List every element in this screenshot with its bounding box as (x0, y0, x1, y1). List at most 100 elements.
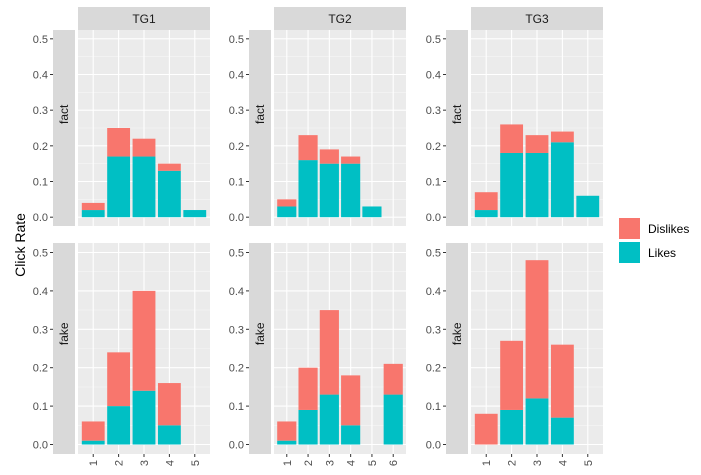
y-tick-label: 0.4 (229, 69, 244, 81)
bar-dislikes-3 (525, 135, 549, 153)
bar-dislikes-1 (474, 192, 498, 211)
bar-likes-3 (525, 152, 549, 218)
y-tick-label: 0.4 (229, 286, 244, 298)
row-strip (53, 30, 75, 226)
bar-likes-2 (500, 409, 524, 445)
y-tick-label: 0.5 (229, 247, 244, 259)
bar-likes-2 (298, 160, 318, 218)
y-tick-label: 0.3 (33, 324, 48, 336)
bar-dislikes-4 (157, 163, 181, 171)
bar-likes-1 (277, 440, 297, 445)
row-strip (249, 30, 271, 226)
bar-likes-2 (298, 409, 318, 445)
y-tick-label: 0.0 (229, 212, 244, 224)
y-tick-label: 0.2 (229, 141, 244, 153)
bar-dislikes-2 (298, 135, 318, 161)
bar-likes-4 (341, 163, 361, 218)
bar-dislikes-4 (341, 375, 361, 426)
bar-dislikes-3 (132, 290, 156, 391)
y-tick-label: 0.2 (426, 363, 441, 375)
bar-likes-4 (550, 417, 574, 445)
y-tick-label: 0.1 (33, 177, 48, 189)
y-tick-label: 0.2 (229, 363, 244, 375)
x-tick-label: 5 (190, 460, 202, 466)
y-tick-label: 0.1 (426, 401, 441, 413)
row-strip (53, 243, 75, 454)
y-tick-label: 0.5 (229, 34, 244, 46)
x-tick-label: 3 (139, 460, 151, 466)
bar-dislikes-4 (550, 131, 574, 143)
x-tick-label: 1 (481, 460, 493, 466)
bar-dislikes-1 (474, 413, 498, 445)
column-strip-label: TG1 (132, 12, 156, 26)
x-tick-label: 3 (324, 460, 336, 466)
row-strip-label: fact (450, 104, 464, 124)
y-tick-label: 0.4 (33, 69, 48, 81)
bar-dislikes-1 (277, 421, 297, 441)
panel-fake-tg1: fake 0.0 0.1 0.2 0.3 0.4 0.5 1 2 3 4 5 (33, 243, 210, 466)
bar-likes-4 (341, 425, 361, 445)
y-tick-label: 0.5 (426, 34, 441, 46)
y-tick-label: 0.0 (426, 440, 441, 452)
bar-dislikes-3 (319, 149, 339, 164)
y-tick-label: 0.5 (426, 247, 441, 259)
bar-dislikes-1 (277, 199, 297, 207)
column-strip (471, 7, 603, 30)
bar-likes-3 (132, 156, 156, 218)
bar-dislikes-3 (132, 138, 156, 157)
bar-dislikes-2 (500, 340, 524, 410)
bar-likes-5 (362, 206, 382, 218)
y-tick-label: 0.4 (33, 286, 48, 298)
bar-dislikes-4 (550, 344, 574, 418)
bar-likes-2 (500, 152, 524, 218)
bar-likes-5 (183, 210, 207, 218)
y-tick-label: 0.2 (426, 141, 441, 153)
x-tick-label: 4 (164, 460, 176, 466)
column-strip (274, 7, 406, 30)
x-tick-label: 2 (507, 460, 519, 466)
bar-dislikes-4 (341, 156, 361, 164)
x-tick-label: 6 (388, 460, 400, 466)
bar-likes-1 (474, 210, 498, 218)
bar-likes-1 (81, 210, 105, 218)
bar-likes-3 (319, 394, 339, 445)
x-tick-label: 1 (88, 460, 100, 466)
bar-likes-4 (157, 170, 181, 218)
row-strip-label: fake (450, 322, 464, 345)
x-tick-label: 2 (114, 460, 126, 466)
legend: Dislikes Likes (619, 218, 689, 263)
panel-fake-tg3: fake 0.0 0.1 0.2 0.3 0.4 0.5 1 2 3 4 5 (426, 243, 603, 466)
row-strip (446, 30, 468, 226)
panel-fact-tg1: fact TG1 0.0 0.1 0.2 0.3 0.4 0.5 (33, 7, 210, 226)
bar-dislikes-3 (525, 260, 549, 399)
bar-dislikes-2 (298, 367, 318, 410)
x-tick-label: 4 (346, 460, 358, 466)
bar-dislikes-1 (81, 421, 105, 441)
y-tick-label: 0.1 (229, 177, 244, 189)
y-tick-label: 0.0 (426, 212, 441, 224)
row-strip (446, 243, 468, 454)
column-strip-label: TG2 (328, 12, 352, 26)
y-tick-label: 0.2 (33, 141, 48, 153)
x-tick-label: 3 (532, 460, 544, 466)
y-tick-label: 0.0 (33, 440, 48, 452)
row-strip-label: fact (253, 104, 267, 124)
row-strip (249, 243, 271, 454)
legend-label-likes: Likes (648, 246, 676, 260)
y-tick-label: 0.1 (426, 177, 441, 189)
legend-key-likes (619, 242, 640, 263)
x-tick-label: 5 (583, 460, 595, 466)
y-tick-label: 0.4 (426, 69, 441, 81)
bar-likes-3 (319, 163, 339, 218)
y-tick-label: 0.2 (33, 363, 48, 375)
bar-dislikes-6 (383, 363, 403, 395)
panel-fact-tg2: fact TG2 0.0 0.1 0.2 0.3 0.4 0.5 (229, 7, 406, 226)
row-strip-label: fake (253, 322, 267, 345)
x-tick-label: 4 (557, 460, 569, 466)
x-tick-label: 5 (367, 460, 379, 466)
bar-likes-1 (81, 440, 105, 445)
bar-likes-5 (576, 195, 600, 218)
y-tick-label: 0.3 (426, 105, 441, 117)
row-strip-label: fact (57, 104, 71, 124)
